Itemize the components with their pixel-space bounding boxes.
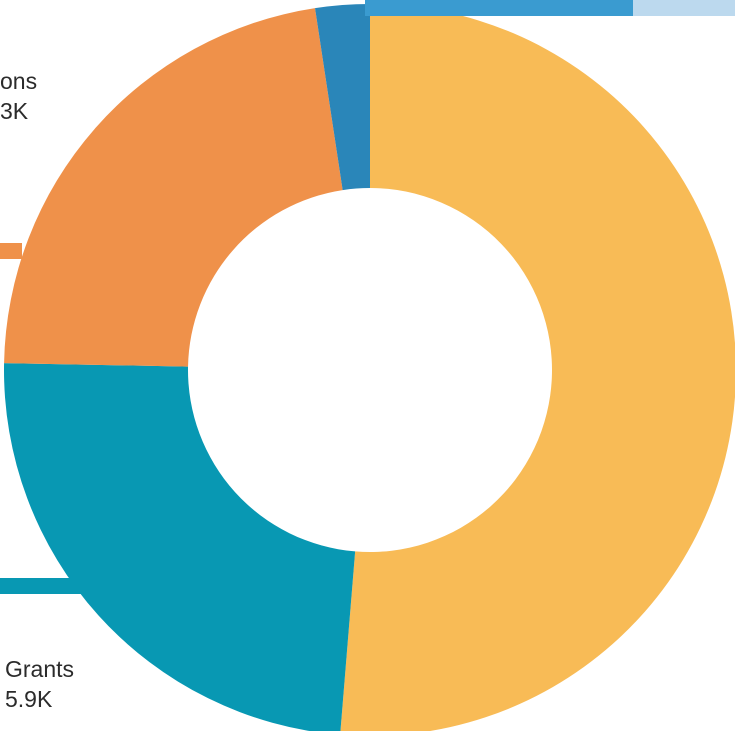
legend-bar-dark-blue	[365, 0, 633, 16]
label-teal-name: Grants	[5, 656, 75, 682]
donut-slice-3	[315, 4, 370, 191]
label-teal-value: 5.9K	[5, 686, 53, 712]
leader-line-orange	[0, 243, 22, 259]
leader-line-teal	[0, 578, 100, 594]
label-orange-name: ons	[0, 68, 38, 94]
label-orange-value: 3K	[0, 98, 29, 124]
legend-bar-light-blue	[633, 0, 735, 16]
donut-slice-0	[340, 4, 735, 731]
donut-slices	[4, 4, 735, 731]
donut-slice-2	[4, 8, 343, 367]
label-teal-slice: Grants 5.9K	[5, 654, 74, 714]
donut-slice-1	[4, 363, 356, 731]
label-orange-slice: ons 3K	[0, 66, 37, 126]
